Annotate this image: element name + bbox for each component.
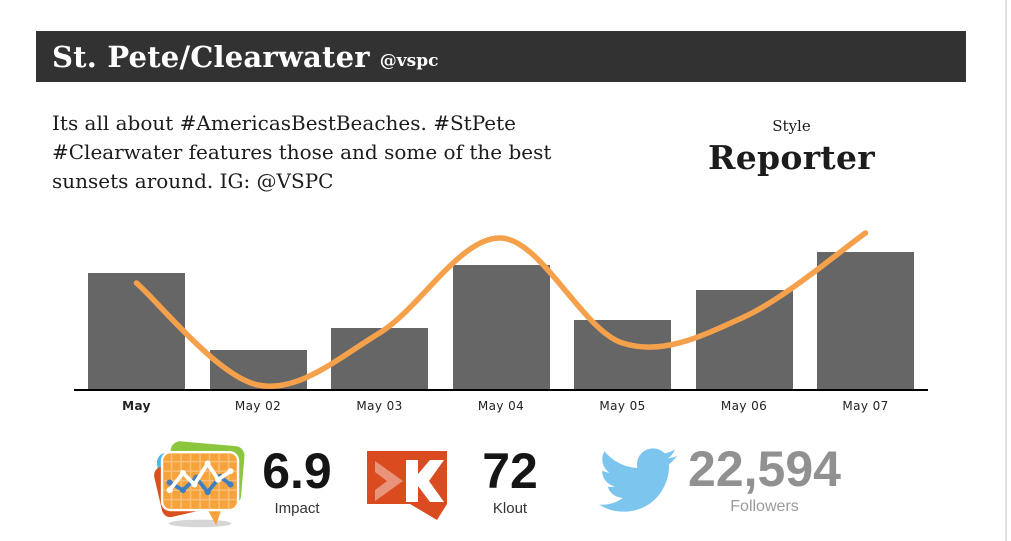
bar-may-03 — [331, 328, 428, 390]
klout-label: Klout — [492, 500, 528, 517]
style-panel: Style Reporter — [689, 117, 894, 177]
style-label: Style — [772, 117, 811, 135]
klout-stat: 72 Klout — [460, 446, 560, 517]
followers-label: Followers — [730, 498, 799, 515]
followers-stat: 22,594 Followers — [672, 444, 857, 516]
x-axis-label: May 03 — [356, 399, 403, 413]
impact-label: Impact — [274, 500, 320, 517]
bar-may-07 — [817, 252, 914, 390]
activity-chart: May May 02 May 03 May 04 May 05 May 06 May 07 — [60, 220, 940, 420]
twitter-bird-icon — [599, 448, 677, 512]
bar-may — [88, 273, 185, 390]
impact-chart-bubble-icon — [154, 441, 245, 528]
profile-bio: Its all about #AmericasBestBeaches. #StP… — [52, 111, 552, 193]
profile-header: St. Pete/Clearwater @vspc — [36, 31, 966, 82]
x-axis-label: May 07 — [842, 399, 889, 413]
window-edge-divider — [1005, 0, 1007, 541]
x-axis-line — [74, 389, 928, 391]
x-axis-label: May 06 — [720, 399, 768, 413]
impact-stat: 6.9 Impact — [247, 446, 347, 517]
impact-value: 6.9 — [262, 443, 332, 499]
profile-name: St. Pete/Clearwater — [52, 39, 370, 74]
style-value: Reporter — [708, 138, 875, 177]
bar-may-02 — [209, 350, 307, 390]
bar-may-04 — [452, 265, 550, 390]
followers-value: 22,594 — [688, 441, 841, 497]
klout-value: 72 — [482, 443, 538, 499]
x-axis-label: May — [122, 399, 151, 413]
profile-handle: @vspc — [379, 50, 439, 71]
x-axis-label: May 05 — [599, 399, 646, 413]
bar-may-06 — [695, 290, 793, 390]
klout-k-icon — [367, 451, 447, 520]
x-axis-label: May 02 — [234, 399, 282, 413]
x-axis-label: May 04 — [477, 399, 525, 413]
bar-may-05 — [574, 320, 671, 390]
